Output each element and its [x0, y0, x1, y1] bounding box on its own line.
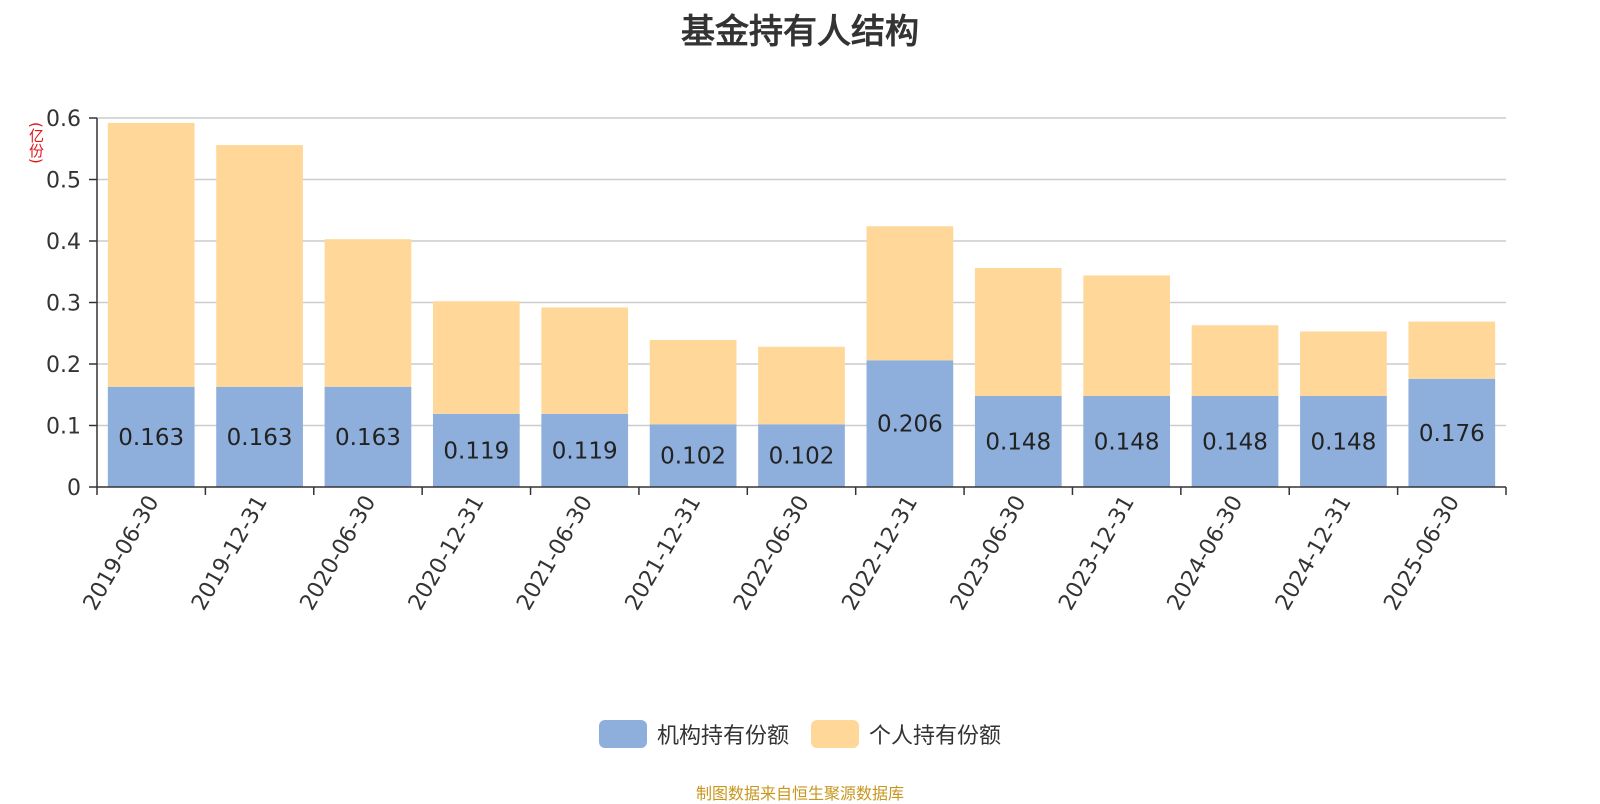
legend: 机构持有份额 个人持有份额 [0, 718, 1600, 750]
x-tick-label: 2025-06-30 [1379, 492, 1465, 615]
bar-data-label: 0.119 [443, 438, 509, 464]
y-tick-label: 0.1 [46, 415, 81, 440]
bar-institutional [107, 386, 195, 487]
bar-institutional [866, 360, 954, 487]
bar-individual [432, 301, 520, 414]
x-tick-label: 2020-12-31 [404, 492, 490, 615]
legend-swatch-institutional [598, 720, 647, 748]
bar-individual [649, 340, 737, 425]
bar-institutional [1083, 395, 1171, 487]
bar-institutional [1300, 395, 1387, 487]
bar-chart: 0.163 0.163 0.163 0.119 0.119 0.102 0.102 0.206… [46, 107, 1507, 615]
bar-data-label: 0.206 [877, 412, 943, 438]
data-source-note: 制图数据来自恒生聚源数据库 [695, 784, 904, 803]
x-tick-label: 2022-12-31 [838, 492, 924, 615]
bar-individual [1191, 325, 1279, 396]
bar-data-label: 0.102 [660, 444, 726, 470]
bar-institutional [324, 386, 412, 487]
y-tick-label: 0.5 [46, 169, 81, 194]
chart-title: 基金持有人结构 [681, 12, 919, 52]
x-tick-label: 2022-06-30 [729, 492, 815, 615]
bar-institutional [432, 413, 520, 487]
legend-item-institutional[interactable]: 机构持有份额 [598, 718, 789, 750]
bar-individual [1408, 321, 1496, 379]
x-tick-label: 2021-06-30 [512, 492, 598, 615]
bar-individual [866, 226, 954, 361]
bar-individual [758, 346, 845, 425]
bar-individual [1083, 275, 1171, 396]
bar-individual [1300, 331, 1387, 396]
bar-institutional [758, 424, 845, 487]
bar-data-label: 0.163 [335, 425, 401, 451]
bar-data-label: 0.148 [985, 429, 1051, 455]
bar-data-label: 0.119 [552, 438, 618, 464]
bar-data-label: 0.148 [1094, 429, 1160, 455]
bar-individual [974, 268, 1062, 396]
x-tick-label: 2024-06-30 [1163, 492, 1249, 615]
x-tick-label: 2021-12-31 [621, 492, 707, 615]
y-tick-label: 0.2 [46, 353, 81, 378]
y-tick-label: 0.3 [46, 292, 81, 317]
bar-individual [541, 307, 629, 414]
x-tick-label: 2019-12-31 [187, 492, 273, 615]
x-tick-label: 2024-12-31 [1271, 492, 1357, 615]
bar-individual [324, 239, 412, 387]
y-axis-unit-label: (亿份) [27, 122, 45, 164]
x-tick-label: 2019-06-30 [79, 492, 165, 615]
x-tick-label: 2023-12-31 [1054, 492, 1140, 615]
bars: 0.163 0.163 0.163 0.119 0.119 0.102 0.102 0.206… [107, 122, 1496, 487]
bar-data-label: 0.163 [227, 425, 293, 451]
bar-institutional [216, 386, 303, 487]
bar-institutional [974, 395, 1062, 487]
bar-individual [107, 122, 195, 387]
x-tick-label: 2023-06-30 [946, 492, 1032, 615]
bar-data-label: 0.176 [1419, 421, 1485, 447]
bar-institutional [541, 413, 629, 487]
bar-data-label: 0.148 [1202, 429, 1268, 455]
bar-data-label: 0.148 [1310, 429, 1376, 455]
legend-label-individual: 个人持有份额 [869, 724, 1002, 749]
y-tick-label: 0.6 [46, 107, 81, 132]
bar-data-label: 0.102 [769, 444, 835, 470]
bar-data-label: 0.163 [118, 425, 184, 451]
bar-institutional [1408, 378, 1496, 487]
legend-item-individual[interactable]: 个人持有份额 [811, 718, 1001, 750]
bar-individual [216, 145, 303, 387]
x-tick-label: 2020-06-30 [296, 492, 382, 615]
y-tick-label: 0 [67, 476, 81, 501]
legend-swatch-individual [811, 720, 859, 748]
legend-label-institutional: 机构持有份额 [656, 724, 789, 749]
y-tick-label: 0.4 [46, 230, 81, 255]
bar-institutional [1191, 395, 1279, 487]
bar-institutional [649, 424, 737, 487]
